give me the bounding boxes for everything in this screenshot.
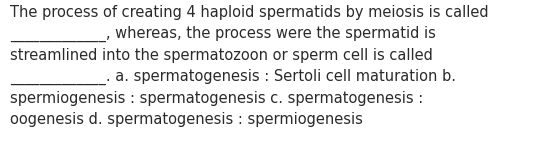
Text: The process of creating 4 haploid spermatids by meiosis is called
_____________,: The process of creating 4 haploid sperma… — [10, 5, 489, 127]
